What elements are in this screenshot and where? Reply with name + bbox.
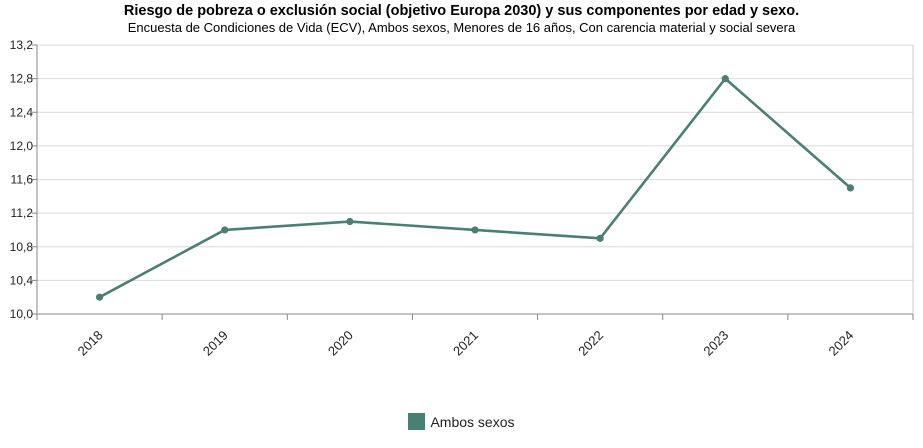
- x-tick-label: 2024: [825, 328, 856, 359]
- x-axis: 2018 2019 2020 2021 2022 2023 2024: [36, 313, 914, 359]
- y-tick-label: 10,0: [10, 307, 34, 321]
- chart-subtitle: Encuesta de Condiciones de Vida (ECV), A…: [127, 20, 796, 35]
- y-tick-label: 11,6: [11, 173, 34, 187]
- y-tick-label: 12,8: [10, 72, 34, 86]
- legend: Ambos sexos: [0, 413, 923, 430]
- x-tick-label: 2019: [200, 328, 231, 359]
- legend-swatch-ambos-sexos[interactable]: [408, 413, 426, 430]
- data-point[interactable]: [346, 217, 354, 226]
- chart-title: Riesgo de pobreza o exclusión social (ob…: [123, 3, 800, 19]
- data-point[interactable]: [471, 226, 479, 234]
- x-tick-label: 2018: [75, 328, 106, 359]
- series-group: [95, 75, 855, 301]
- data-point[interactable]: [95, 293, 104, 301]
- x-tick-label: 2022: [575, 328, 606, 359]
- y-tick-label: 11,2: [11, 206, 34, 220]
- y-tick-label: 10,8: [10, 240, 34, 254]
- legend-label-ambos-sexos[interactable]: Ambos sexos: [430, 413, 515, 430]
- x-tick-label: 2020: [325, 328, 356, 359]
- data-point[interactable]: [596, 234, 604, 242]
- y-tick-label: 12,4: [10, 105, 34, 119]
- data-point[interactable]: [721, 75, 729, 83]
- grid-lines: [37, 44, 914, 315]
- x-tick-label: 2023: [700, 328, 731, 359]
- data-point[interactable]: [846, 184, 855, 192]
- y-axis: 10,0 10,4 10,8 11,2 11,6 12,0 12,4 12,8 13,2: [10, 38, 38, 321]
- data-point[interactable]: [221, 226, 229, 234]
- y-tick-label: 10,4: [10, 273, 34, 287]
- x-tick-label: 2021: [450, 328, 481, 359]
- y-tick-label: 12,0: [10, 139, 34, 153]
- series-line-ambos-sexos[interactable]: [98, 77, 852, 299]
- y-tick-label: 13,2: [10, 38, 34, 52]
